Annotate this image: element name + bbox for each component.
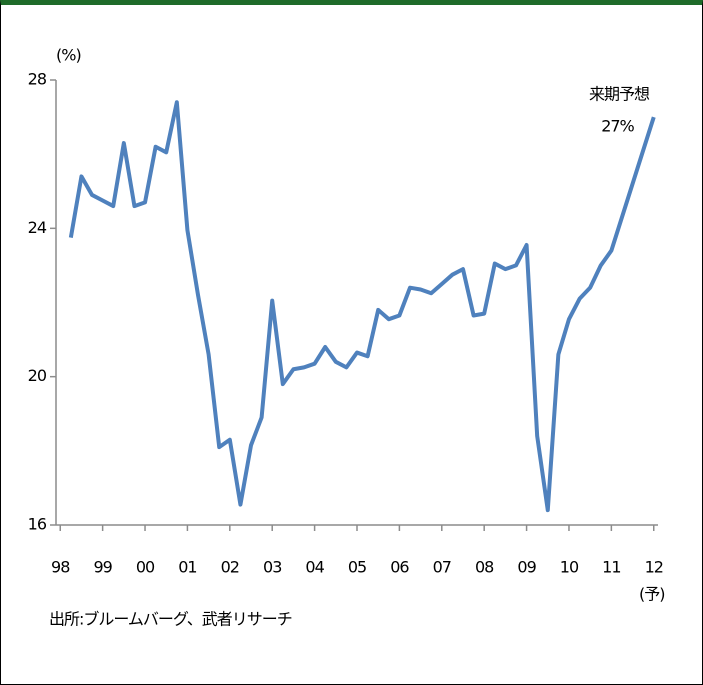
x-tick-label: 09 — [517, 558, 536, 577]
chart: (%) 来期予想 (予) 出所:ブルームバーグ、武者リサーチ 16 20 24 28 9… — [28, 46, 666, 629]
x-tick-label: 05 — [348, 558, 366, 577]
x-tick-label: 00 — [136, 558, 155, 577]
x-tick-label: 07 — [433, 558, 451, 577]
x-tick-label: 01 — [178, 558, 196, 577]
x-tick-label: 99 — [93, 558, 112, 577]
x-tick-label: 04 — [305, 558, 324, 577]
x-note: (予) — [639, 585, 665, 604]
x-tick-label: 02 — [221, 558, 239, 577]
value-label: 27% — [601, 117, 634, 136]
x-tick-label: 10 — [560, 558, 579, 577]
y-unit: (%) — [56, 46, 81, 65]
x-tick-label: 06 — [390, 558, 409, 577]
x-tick-label: 12 — [645, 558, 663, 577]
y-tick-label: 20 — [28, 366, 47, 385]
y-tick-label: 28 — [28, 70, 47, 89]
series-line — [68, 100, 656, 513]
x-tick-label: 03 — [263, 558, 281, 577]
x-tick-label: 98 — [51, 558, 70, 577]
source: 出所:ブルームバーグ、武者リサーチ — [49, 610, 292, 629]
x-tick-label: 08 — [475, 558, 494, 577]
y-tick-label: 24 — [28, 218, 47, 237]
annotation: 来期予想 — [589, 85, 650, 104]
y-tick-label: 16 — [28, 515, 47, 534]
x-tick-label: 11 — [602, 558, 620, 577]
